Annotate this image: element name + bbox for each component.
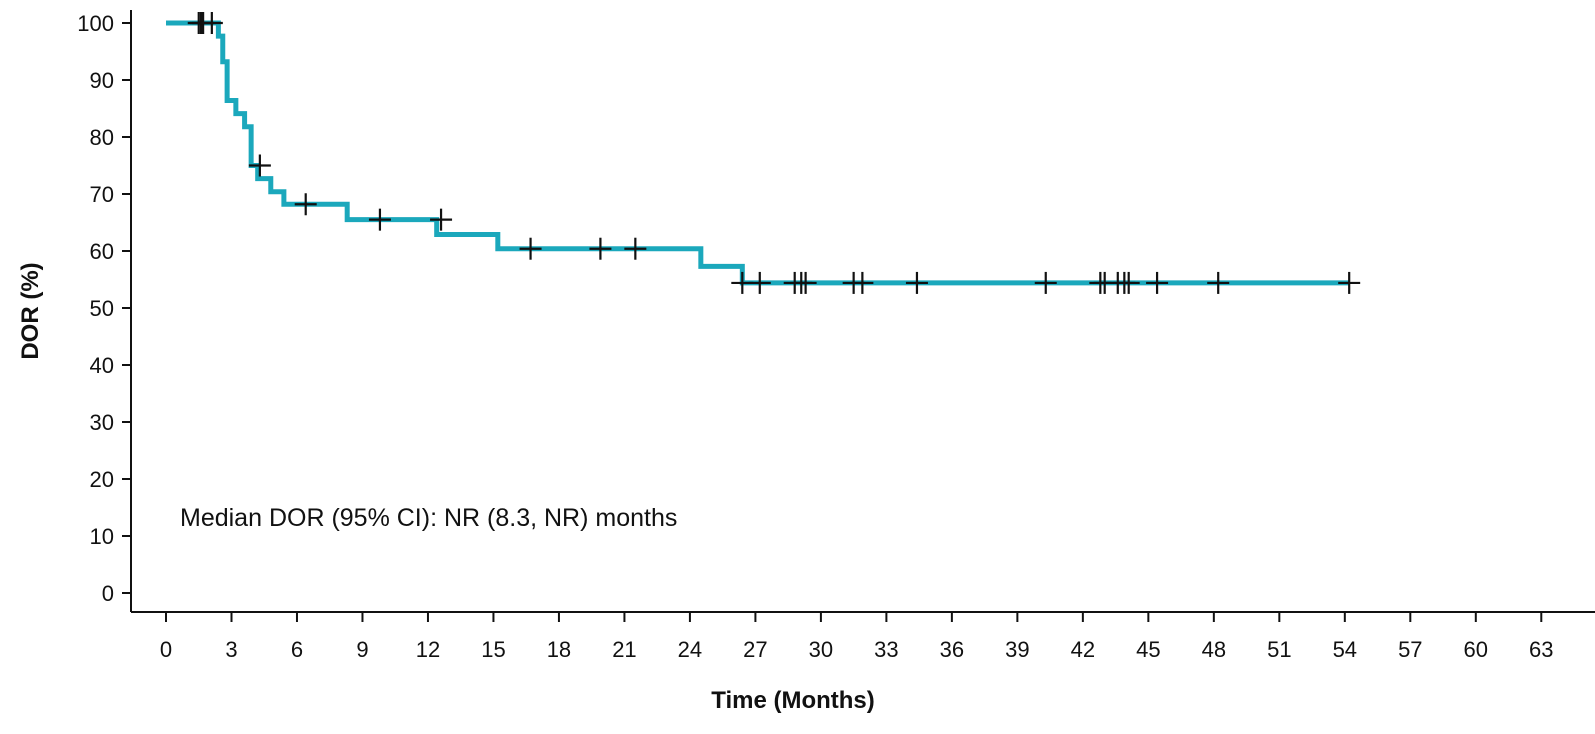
x-axis-title: Time (Months) [711,687,875,714]
x-tick-label: 39 [1005,637,1029,662]
y-tick-label: 40 [90,353,114,378]
censor-mark [1338,271,1361,294]
y-tick-label: 30 [90,410,114,435]
x-tick-label: 57 [1398,637,1422,662]
censor-mark [368,208,391,231]
y-tick-label: 70 [90,182,114,207]
y-tick-label: 80 [90,125,114,150]
x-tick-label: 21 [612,637,636,662]
y-axis-title: DOR (%) [17,262,44,359]
x-tick-label: 18 [547,637,571,662]
x-tick-label: 54 [1333,637,1357,662]
y-tick-label: 20 [90,467,114,492]
y-tick-label: 100 [77,11,114,36]
censor-mark [1207,271,1230,294]
survival-step-line [166,20,1350,286]
censor-mark [851,271,874,294]
y-ticks: 0 10 20 30 40 50 60 70 80 90 100 [77,11,131,606]
x-tick-label: 12 [416,637,440,662]
y-tick-label: 90 [90,68,114,93]
x-tick-label: 42 [1071,637,1095,662]
x-tick-label: 27 [743,637,767,662]
y-tick-label: 0 [102,581,114,606]
x-tick-label: 33 [874,637,898,662]
x-tick-label: 60 [1464,637,1488,662]
y-tick-label: 50 [90,296,114,321]
median-dor-annotation: Median DOR (95% CI): NR (8.3, NR) months [180,504,677,532]
x-tick-label: 51 [1267,637,1291,662]
censor-marks [187,12,1361,294]
x-ticks: 0 3 6 9 12 15 18 21 24 27 30 33 36 39 42 45 48 51 54 57 60 63 [160,612,1554,662]
x-tick-label: 24 [678,637,702,662]
censor-mark [589,237,612,260]
y-tick-label: 10 [90,524,114,549]
censor-mark [1034,271,1057,294]
y-tick-label: 60 [90,239,114,264]
censor-mark [1146,271,1169,294]
x-tick-label: 30 [809,637,833,662]
censor-mark [905,271,928,294]
censor-mark [248,154,271,177]
x-tick-label: 45 [1136,637,1160,662]
censor-mark [1117,271,1140,294]
x-tick-label: 0 [160,637,172,662]
x-tick-label: 3 [225,637,237,662]
censor-mark [200,12,223,34]
axes [130,10,1595,613]
x-tick-label: 9 [356,637,368,662]
x-tick-label: 63 [1529,637,1553,662]
censor-mark [794,271,817,294]
x-tick-label: 48 [1202,637,1226,662]
censor-mark [294,193,317,216]
series [166,20,1350,286]
x-tick-label: 6 [291,637,303,662]
x-tick-label: 15 [481,637,505,662]
censor-mark [519,237,542,260]
censor-mark [624,237,647,260]
censor-mark [748,271,771,294]
censor-mark [430,208,453,231]
x-tick-label: 36 [940,637,964,662]
